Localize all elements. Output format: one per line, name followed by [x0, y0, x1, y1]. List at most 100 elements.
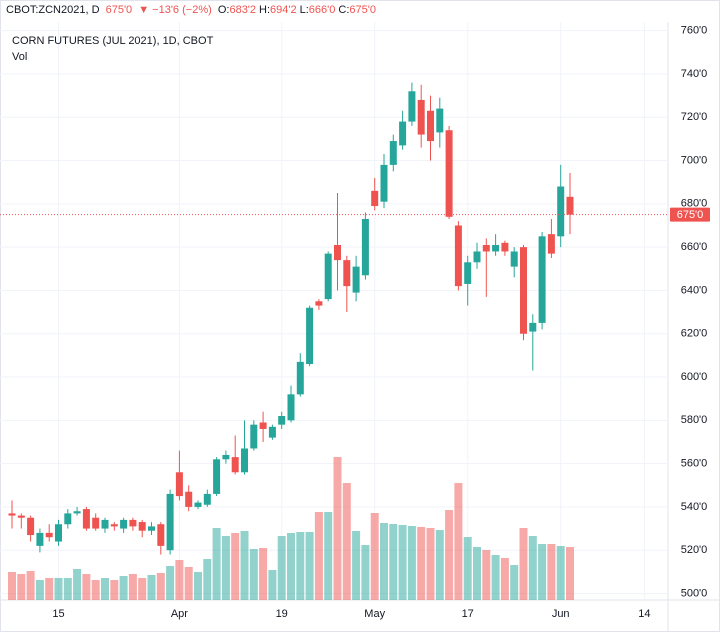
- candle-body: [306, 307, 314, 365]
- candle-body: [436, 108, 444, 133]
- volume-bar: [156, 573, 165, 600]
- candle-body: [259, 422, 267, 429]
- y-tick-label: 540'0: [681, 501, 708, 513]
- y-tick-label: 740'0: [681, 68, 708, 80]
- candle-body: [222, 454, 230, 460]
- volume-bar: [82, 574, 91, 600]
- volume-bar: [147, 575, 156, 600]
- volume-bar: [35, 580, 44, 600]
- volume-bar: [305, 532, 314, 600]
- candle-body: [241, 448, 248, 473]
- candle-body: [120, 519, 128, 529]
- candle-body: [557, 186, 565, 237]
- candle-body: [464, 262, 472, 284]
- candle-body: [538, 236, 546, 323]
- volume-bar: [361, 545, 370, 600]
- ohlc-label: C:: [338, 4, 350, 16]
- volume-label: Vol: [12, 51, 27, 63]
- candle-body: [501, 242, 509, 252]
- candle-body: [175, 472, 183, 497]
- x-tick-label: Apr: [171, 608, 188, 620]
- candle-body: [73, 511, 81, 514]
- candle-body: [231, 457, 239, 473]
- volume-bar: [287, 533, 295, 600]
- ohlc-label: L:: [299, 4, 309, 16]
- volume-bar: [259, 548, 268, 600]
- candle-body: [492, 244, 500, 252]
- candle-body: [315, 301, 323, 306]
- candle-body: [45, 532, 53, 538]
- y-tick-label: 720'0: [681, 111, 708, 123]
- volume-bar: [556, 546, 565, 600]
- volume-bar: [45, 578, 54, 600]
- volume-bar: [333, 457, 342, 600]
- volume-bar: [510, 565, 519, 600]
- y-tick-label: 580'0: [681, 414, 708, 426]
- volume-bar: [324, 512, 333, 600]
- candle-body: [296, 361, 304, 395]
- candle-body: [482, 244, 490, 252]
- volume-bar: [184, 567, 193, 600]
- volume-bar: [231, 533, 240, 600]
- ohlc-value: 683'2: [229, 4, 257, 16]
- candle-body: [268, 426, 276, 438]
- volume-bar: [277, 536, 286, 600]
- volume-bar: [119, 576, 128, 600]
- x-tick-label: 14: [638, 608, 650, 620]
- candle-body: [445, 130, 453, 217]
- ohlc-value: 694'2: [270, 4, 297, 16]
- volume-bar: [426, 528, 435, 600]
- ohlc-label: H:: [259, 4, 271, 16]
- last-price-box: [670, 207, 710, 222]
- volume-bar: [370, 513, 379, 600]
- volume-bar: [240, 531, 249, 600]
- change: ▼ −13'6 (−2%): [138, 4, 212, 16]
- candle-body: [27, 517, 35, 536]
- volume-bar: [221, 536, 230, 600]
- ohlc-value: 675'0: [349, 4, 376, 16]
- candle-body: [361, 218, 369, 276]
- volume-bar: [175, 560, 184, 600]
- volume-bar: [352, 531, 361, 600]
- volume-bar: [249, 549, 258, 600]
- volume-bar: [435, 530, 444, 600]
- volume-bar: [203, 559, 212, 600]
- volume-bar: [398, 525, 407, 600]
- ohlc-value: 666'0: [308, 4, 336, 16]
- candle-body: [371, 190, 379, 207]
- volume-pane: [8, 457, 574, 600]
- volume-bar: [26, 571, 35, 600]
- volume-bar: [454, 483, 463, 600]
- volume-bar: [110, 580, 119, 600]
- candles: [8, 82, 574, 555]
- candle-body: [92, 517, 100, 529]
- y-tick-label: 520'0: [681, 544, 708, 556]
- candle-body: [185, 491, 193, 507]
- candle-body: [278, 415, 286, 425]
- volume-bar: [101, 578, 109, 600]
- volume-bar: [417, 527, 426, 600]
- candle-body: [520, 247, 527, 334]
- candle-body: [55, 524, 62, 542]
- volume-bar: [566, 547, 574, 600]
- grid: [0, 22, 668, 600]
- y-tick-label: 700'0: [681, 154, 708, 166]
- volume-bar: [194, 572, 202, 600]
- volume-bar: [8, 572, 16, 600]
- volume-bar: [138, 578, 147, 600]
- volume-bar: [491, 555, 500, 600]
- candle-body: [529, 322, 537, 332]
- candle-body: [352, 266, 360, 293]
- last-price-label: 675'0: [677, 209, 704, 221]
- volume-bar: [73, 569, 82, 600]
- volume-bar: [296, 532, 305, 600]
- candle-body: [8, 513, 16, 516]
- candle-body: [380, 164, 388, 202]
- candle-body: [399, 121, 407, 146]
- candle-body: [408, 91, 416, 122]
- volume-bar: [17, 574, 26, 600]
- candle-body: [129, 519, 137, 527]
- y-tick-label: 500'0: [681, 587, 708, 599]
